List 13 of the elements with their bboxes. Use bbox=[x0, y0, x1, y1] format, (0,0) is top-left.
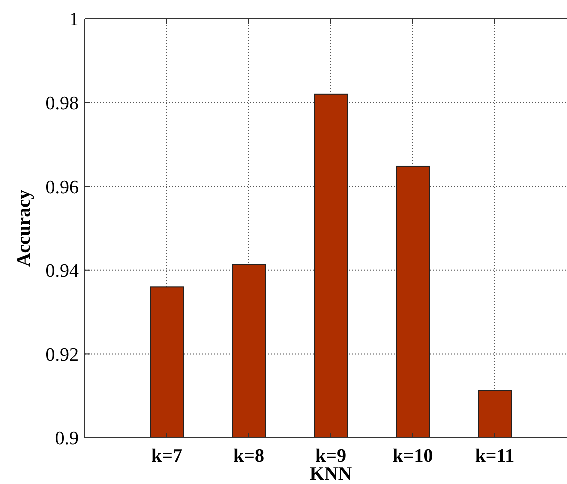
y-tick-label: 1 bbox=[70, 10, 79, 31]
x-tick-label: k=9 bbox=[316, 446, 346, 467]
x-tick-label: k=7 bbox=[152, 446, 183, 467]
y-tick-label: 0.9 bbox=[55, 428, 79, 450]
y-axis-title: Accuracy bbox=[14, 189, 35, 268]
y-tick-label: 0.98 bbox=[46, 93, 79, 114]
y-tick-label: 0.96 bbox=[46, 177, 79, 198]
x-tick-label: k=8 bbox=[234, 446, 264, 467]
x-tick-label: k=10 bbox=[392, 446, 434, 467]
y-tick-label: 0.92 bbox=[46, 344, 79, 366]
y-tick-label: 0.94 bbox=[46, 261, 80, 282]
x-tick-label: k=11 bbox=[475, 446, 515, 467]
x-axis-title: KNN bbox=[310, 464, 352, 484]
